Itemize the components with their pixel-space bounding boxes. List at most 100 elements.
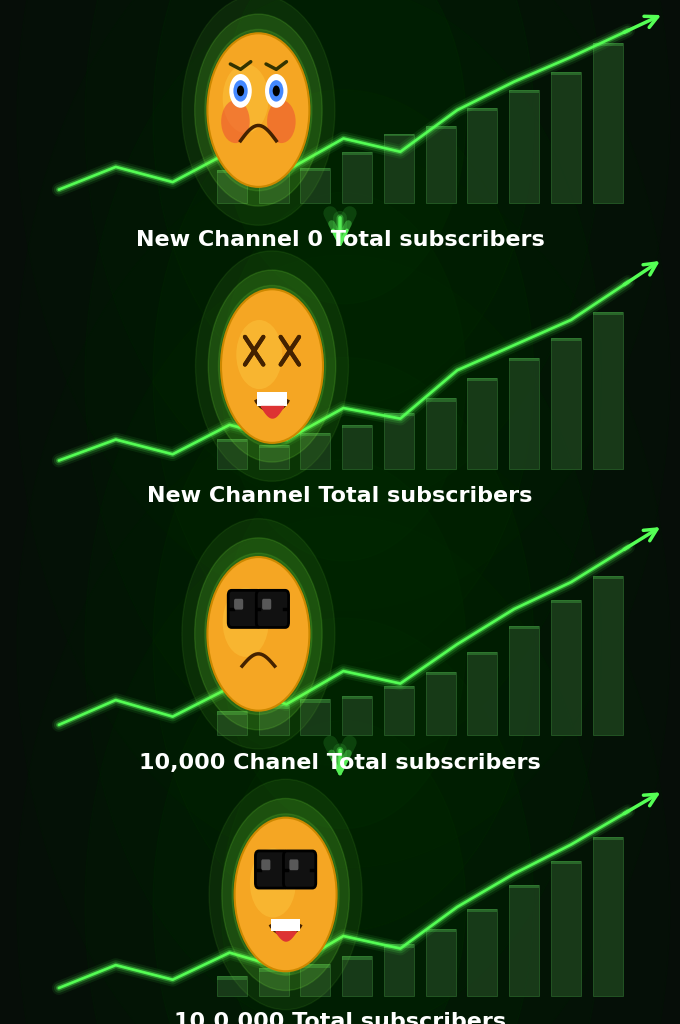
Circle shape: [196, 251, 348, 481]
Bar: [551, 338, 581, 469]
Bar: [384, 134, 414, 203]
Bar: [592, 837, 623, 996]
Bar: [384, 134, 414, 136]
Bar: [426, 672, 456, 675]
Circle shape: [17, 0, 670, 868]
Bar: [592, 43, 623, 45]
Circle shape: [232, 814, 339, 975]
Bar: [509, 358, 539, 361]
Circle shape: [221, 0, 466, 304]
Bar: [426, 126, 456, 203]
Bar: [342, 695, 372, 735]
Bar: [426, 672, 456, 735]
Bar: [467, 652, 497, 735]
Circle shape: [269, 80, 284, 101]
Circle shape: [182, 0, 335, 225]
Bar: [426, 929, 456, 996]
Circle shape: [221, 100, 250, 143]
Circle shape: [153, 618, 534, 1024]
Bar: [301, 433, 330, 436]
Bar: [342, 956, 372, 996]
Bar: [384, 944, 414, 996]
Circle shape: [207, 557, 309, 711]
Circle shape: [221, 460, 466, 828]
Bar: [467, 378, 497, 382]
Bar: [426, 398, 456, 469]
Bar: [384, 944, 414, 947]
Bar: [258, 444, 289, 469]
Circle shape: [17, 153, 670, 1024]
Circle shape: [153, 90, 534, 664]
Circle shape: [221, 193, 466, 561]
Bar: [467, 378, 497, 469]
Bar: [217, 712, 247, 715]
Bar: [258, 969, 289, 972]
Bar: [384, 686, 414, 689]
Bar: [592, 577, 623, 580]
Bar: [342, 956, 372, 959]
Circle shape: [222, 63, 269, 133]
Circle shape: [221, 721, 466, 1024]
Bar: [426, 929, 456, 932]
Bar: [509, 885, 539, 888]
FancyBboxPatch shape: [256, 590, 288, 628]
Bar: [551, 72, 581, 75]
Circle shape: [221, 289, 323, 442]
Bar: [301, 168, 330, 203]
Circle shape: [153, 357, 534, 931]
Bar: [509, 90, 539, 93]
Text: 10,0,000 Total subscribers: 10,0,000 Total subscribers: [174, 1012, 506, 1024]
Text: 10,000 Chanel Total subscribers: 10,000 Chanel Total subscribers: [139, 753, 541, 773]
Bar: [426, 126, 456, 129]
Bar: [301, 699, 330, 735]
Bar: [467, 652, 497, 655]
Circle shape: [205, 553, 312, 715]
Circle shape: [229, 74, 252, 108]
Bar: [384, 413, 414, 469]
Bar: [301, 965, 330, 968]
Circle shape: [250, 848, 296, 918]
Bar: [217, 977, 247, 996]
Bar: [592, 311, 623, 315]
Circle shape: [194, 538, 322, 730]
Bar: [258, 163, 289, 166]
Circle shape: [218, 286, 326, 446]
FancyBboxPatch shape: [284, 851, 316, 888]
Circle shape: [207, 33, 309, 186]
Circle shape: [222, 588, 269, 657]
Circle shape: [182, 518, 335, 750]
Bar: [592, 577, 623, 735]
Circle shape: [222, 799, 350, 990]
Bar: [426, 398, 456, 401]
Circle shape: [17, 414, 670, 1024]
Bar: [342, 425, 372, 428]
Circle shape: [17, 0, 670, 611]
Bar: [551, 600, 581, 735]
Bar: [217, 170, 247, 173]
Bar: [258, 969, 289, 996]
Circle shape: [85, 0, 602, 766]
FancyBboxPatch shape: [234, 599, 243, 609]
Bar: [258, 706, 289, 709]
Circle shape: [209, 779, 362, 1010]
Circle shape: [233, 80, 248, 101]
Bar: [258, 163, 289, 203]
FancyBboxPatch shape: [261, 859, 271, 870]
Bar: [467, 109, 497, 111]
Circle shape: [265, 74, 288, 108]
Bar: [384, 413, 414, 416]
Bar: [551, 600, 581, 603]
Bar: [301, 433, 330, 469]
Bar: [301, 168, 330, 171]
Bar: [342, 152, 372, 203]
Circle shape: [235, 817, 337, 971]
Circle shape: [153, 0, 534, 407]
Bar: [342, 425, 372, 469]
Bar: [467, 109, 497, 203]
Bar: [509, 358, 539, 469]
Bar: [592, 311, 623, 469]
FancyBboxPatch shape: [289, 859, 299, 870]
Bar: [301, 699, 330, 702]
Bar: [217, 438, 247, 442]
Bar: [217, 977, 247, 980]
